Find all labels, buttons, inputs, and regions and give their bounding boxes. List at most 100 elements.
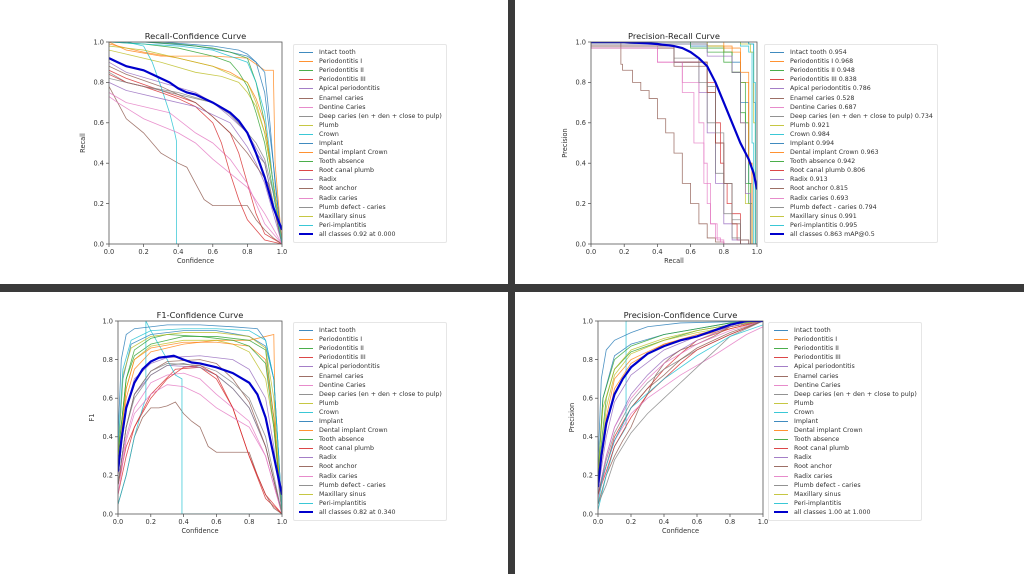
legend-item: Radix 0.913	[770, 175, 933, 184]
legend-swatch	[774, 384, 788, 386]
legend-item: Periodontitis III	[299, 75, 442, 84]
legend-label: Maxillary sinus	[319, 212, 366, 220]
legend-swatch	[299, 142, 313, 144]
legend-swatch	[299, 52, 313, 54]
legend-swatch	[774, 357, 788, 359]
legend-swatch	[770, 97, 784, 99]
legend-swatch	[774, 466, 788, 468]
legend-label: Dental implant Crown 0.963	[790, 149, 879, 157]
y-tick-label: 0.2	[583, 472, 594, 480]
legend-item: all classes 0.863 mAP@0.5	[770, 230, 933, 239]
series-line-enamel-caries	[591, 42, 757, 244]
legend-swatch	[299, 511, 313, 514]
series-line-dentine-caries	[109, 92, 282, 244]
legend-swatch	[299, 402, 313, 404]
legend-label: Dental implant Crown	[319, 149, 388, 157]
legend-label: Maxillary sinus 0.991	[790, 212, 857, 220]
legend-swatch	[774, 402, 788, 404]
legend-swatch	[299, 61, 313, 63]
legend-label: Maxillary sinus	[319, 490, 366, 498]
series-line-plumb	[109, 49, 282, 244]
legend-swatch	[770, 152, 784, 154]
legend-label: Intact tooth 0.954	[790, 49, 847, 57]
legend-swatch	[770, 70, 784, 72]
series-line-plumb-defect-caries	[109, 77, 282, 244]
legend-swatch	[770, 79, 784, 81]
x-tick-label: 0.0	[593, 518, 604, 526]
y-tick-label: 1.0	[103, 317, 114, 325]
series-line-enamel-caries	[598, 321, 763, 505]
x-tick-label: 0.2	[619, 248, 630, 256]
series-line-intact-tooth	[598, 321, 763, 476]
precision-recall-legend: Intact tooth 0.954 Periodontitis I 0.968 P…	[764, 44, 938, 243]
legend-item: Root canal plumb	[299, 444, 442, 453]
precision-recall-panel: Precision-Recall Curve 0.0 0.2 0.4 0.6 0.8 1.0…	[515, 0, 1024, 284]
legend-swatch	[299, 439, 313, 441]
legend-swatch	[299, 79, 313, 81]
legend-item: Periodontitis I	[774, 335, 917, 344]
legend-label: Dental implant Crown	[319, 427, 388, 435]
series-line-periodontitis-i	[109, 42, 282, 244]
legend-label: Crown	[794, 408, 814, 416]
legend-swatch	[774, 339, 788, 341]
series-line-tooth-absence	[109, 42, 282, 244]
x-tick-label: 0.0	[104, 248, 115, 256]
legend-label: Periodontitis III	[319, 354, 366, 362]
y-tick-label: 0.4	[103, 433, 114, 441]
legend-swatch	[770, 52, 784, 54]
legend-item: Enamel caries	[299, 93, 442, 102]
legend-swatch	[299, 457, 313, 459]
x-axis-label: Recall	[664, 257, 684, 265]
y-tick-label: 0.4	[576, 160, 587, 168]
y-tick-label: 0.6	[583, 395, 594, 403]
legend-item: Root canal plumb	[299, 166, 442, 175]
legend-label: Periodontitis I 0.968	[790, 58, 854, 66]
x-tick-label: 0.8	[244, 518, 255, 526]
series-line-plumb	[598, 321, 763, 486]
series-line-all-classes	[109, 57, 282, 231]
legend-label: Apical periodontitis 0.786	[790, 85, 871, 93]
legend-item: Intact tooth	[774, 326, 917, 335]
y-axis-label: Recall	[79, 133, 87, 153]
legend-swatch	[770, 133, 784, 135]
legend-label: Enamel caries	[794, 372, 839, 380]
precision-confidence-legend: Intact tooth Periodontitis I Periodontitis…	[768, 322, 922, 521]
legend-item: Root anchor 0.815	[770, 184, 933, 193]
legend-swatch	[299, 179, 313, 181]
legend-item: Periodontitis III	[299, 353, 442, 362]
legend-label: Tooth absence	[319, 158, 365, 166]
legend-item: Deep caries (en + den + close to pulp)	[299, 390, 442, 399]
legend-item: Root canal plumb	[774, 444, 917, 453]
legend-swatch	[774, 348, 788, 350]
legend-label: Dentine Caries	[319, 381, 366, 389]
y-tick-label: 0.2	[576, 200, 587, 208]
y-tick-label: 0.2	[103, 472, 114, 480]
legend-item: Intact tooth 0.954	[770, 48, 933, 57]
plot-frame	[597, 320, 764, 515]
x-tick-label: 1.0	[277, 248, 288, 256]
legend-item: Maxillary sinus 0.991	[770, 212, 933, 221]
series-line-crown	[598, 321, 763, 511]
legend-label: Enamel caries	[319, 94, 364, 102]
legend-item: Radix caries	[299, 194, 442, 203]
legend-swatch	[774, 420, 788, 422]
series-line-radix	[109, 82, 282, 244]
legend-swatch	[774, 511, 788, 514]
legend-label: Root canal plumb	[319, 445, 375, 453]
legend-item: Radix	[774, 453, 917, 462]
series-line-all-classes	[598, 321, 763, 488]
legend-swatch	[299, 393, 313, 395]
y-tick-label: 0.8	[94, 79, 105, 87]
precision-recall-chart: Precision-Recall Curve 0.0 0.2 0.4 0.6 0.8 1.0…	[561, 31, 762, 265]
legend-label: Radix caries	[319, 472, 358, 480]
legend-swatch	[770, 88, 784, 90]
legend-item: Periodontitis I 0.968	[770, 57, 933, 66]
legend-item: Apical periodontitis 0.786	[770, 84, 933, 93]
series-line-plumb-defect-caries	[598, 321, 763, 505]
y-axis-label: Precision	[561, 128, 569, 157]
plot-frame	[117, 320, 283, 515]
x-axis-label: Confidence	[662, 527, 699, 535]
legend-item: Crown	[299, 130, 442, 139]
series-line-root-canal-plumb	[598, 321, 763, 495]
legend-label: Root anchor	[319, 463, 358, 471]
